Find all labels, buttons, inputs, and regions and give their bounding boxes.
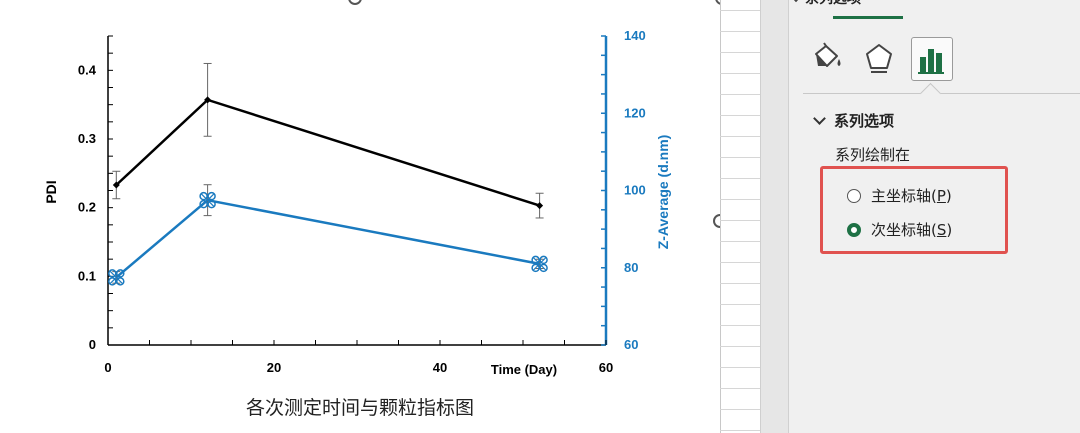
sheet-row-line [720, 220, 760, 221]
data-point-marker [116, 277, 125, 286]
resize-handle-icon [713, 214, 720, 228]
right-tick-label: 120 [624, 105, 646, 120]
highlight-box [820, 166, 1008, 254]
chart-svg[interactable]: 0 0.1 0.2 0.3 0.4 60 80 100 120 140 0 20 40 60 PDI Z-Av… [0, 0, 720, 433]
x-tick-label: 0 [104, 360, 111, 375]
x-tick-label: 60 [599, 360, 613, 375]
right-tick-label: 80 [624, 260, 638, 275]
sheet-row-line [720, 52, 760, 53]
data-point-marker [533, 257, 547, 271]
sheet-row-line [720, 10, 760, 11]
right-tick-label: 100 [624, 183, 646, 198]
left-tick-label: 0.1 [78, 268, 96, 283]
data-point-marker [204, 96, 212, 104]
left-tick-label: 0.3 [78, 131, 96, 146]
y-left-axis-title: PDI [43, 180, 59, 203]
data-point-marker [539, 263, 548, 273]
tab-series-options[interactable]: 系列选项 [805, 0, 861, 8]
sheet-row-line [720, 409, 760, 410]
sheet-row-line [720, 262, 760, 263]
section-series-options[interactable]: 系列选项 [813, 110, 895, 131]
data-point-marker [207, 199, 216, 209]
radio-label-primary: 主坐标轴(P) [871, 187, 952, 205]
sheet-row-line [720, 178, 760, 179]
chevron-down-icon [813, 112, 826, 125]
x-tick-label: 40 [433, 360, 447, 375]
sheet-row-line [720, 367, 760, 368]
x-tick-label: 20 [267, 360, 281, 375]
plot-series-on-label: 系列绘制在 [835, 146, 911, 164]
radio-primary-axis[interactable]: 主坐标轴(P) [847, 185, 952, 206]
sheet-row-line [720, 430, 760, 431]
tab-chevron-icon [788, 0, 804, 3]
sheet-row-line [720, 325, 760, 326]
left-tick-label: 0.4 [78, 62, 97, 77]
data-point-marker [112, 181, 120, 189]
left-tick-label: 0 [89, 337, 96, 352]
left-tick-label: 0.2 [78, 200, 96, 215]
data-point-marker [201, 193, 215, 207]
section-title: 系列选项 [834, 112, 895, 130]
series-line-1 [115, 198, 540, 279]
data-point-marker [108, 277, 117, 286]
sheet-row-line [720, 283, 760, 284]
radio-label-secondary: 次坐标轴(S) [871, 221, 953, 239]
right-tick-label: 140 [624, 28, 646, 43]
sheet-row-line [720, 136, 760, 137]
data-point-marker [539, 255, 548, 265]
series-options-button[interactable] [911, 37, 953, 81]
sheet-row-line [720, 199, 760, 200]
data-point-marker [531, 263, 540, 273]
sheet-row-line [720, 346, 760, 347]
data-point-marker [536, 202, 544, 210]
radio-unchecked-icon[interactable] [847, 188, 861, 203]
effects-button[interactable] [859, 37, 899, 79]
series-line-0 [115, 98, 540, 207]
data-point-marker [199, 199, 208, 209]
effects-pentagon-icon [866, 44, 892, 73]
series-options-bar-icon [918, 49, 944, 74]
fill-line-button[interactable] [807, 37, 847, 79]
resize-handle-icon [348, 0, 362, 5]
sheet-row-line [720, 388, 760, 389]
tab-active-underline [833, 16, 903, 19]
fill-line-icon [815, 42, 841, 67]
sheet-row-line [720, 304, 760, 305]
data-point-marker [108, 269, 117, 278]
data-point-marker [109, 270, 123, 284]
format-series-pane: 系列选项 系列选项 系列绘制在 主坐标轴(P) [788, 0, 1080, 433]
sheet-column-strip[interactable] [720, 0, 761, 433]
resize-handle-icon [715, 0, 720, 5]
pointer-notch [919, 82, 942, 105]
data-point-marker [116, 269, 125, 278]
data-point-marker [531, 255, 540, 265]
right-tick-label: 60 [624, 337, 638, 352]
pane-divider [760, 0, 789, 433]
pane-rule [803, 93, 1080, 94]
sheet-row-line [720, 94, 760, 95]
sheet-row-line [720, 31, 760, 32]
x-axis-title: Time (Day) [491, 362, 557, 377]
y-right-axis-title: Z-Average (d.nm) [655, 135, 671, 250]
radio-secondary-axis[interactable]: 次坐标轴(S) [847, 219, 952, 240]
chart-area[interactable]: 0 0.1 0.2 0.3 0.4 60 80 100 120 140 0 20 40 60 PDI Z-Av… [0, 0, 720, 433]
data-point-marker [207, 191, 216, 201]
sheet-row-line [720, 73, 760, 74]
chart-title: 各次测定时间与颗粒指标图 [246, 397, 474, 419]
sheet-row-line [720, 115, 760, 116]
sheet-row-line [720, 241, 760, 242]
sheet-row-line [720, 157, 760, 158]
radio-checked-icon[interactable] [847, 222, 861, 237]
data-point-marker [199, 191, 208, 201]
